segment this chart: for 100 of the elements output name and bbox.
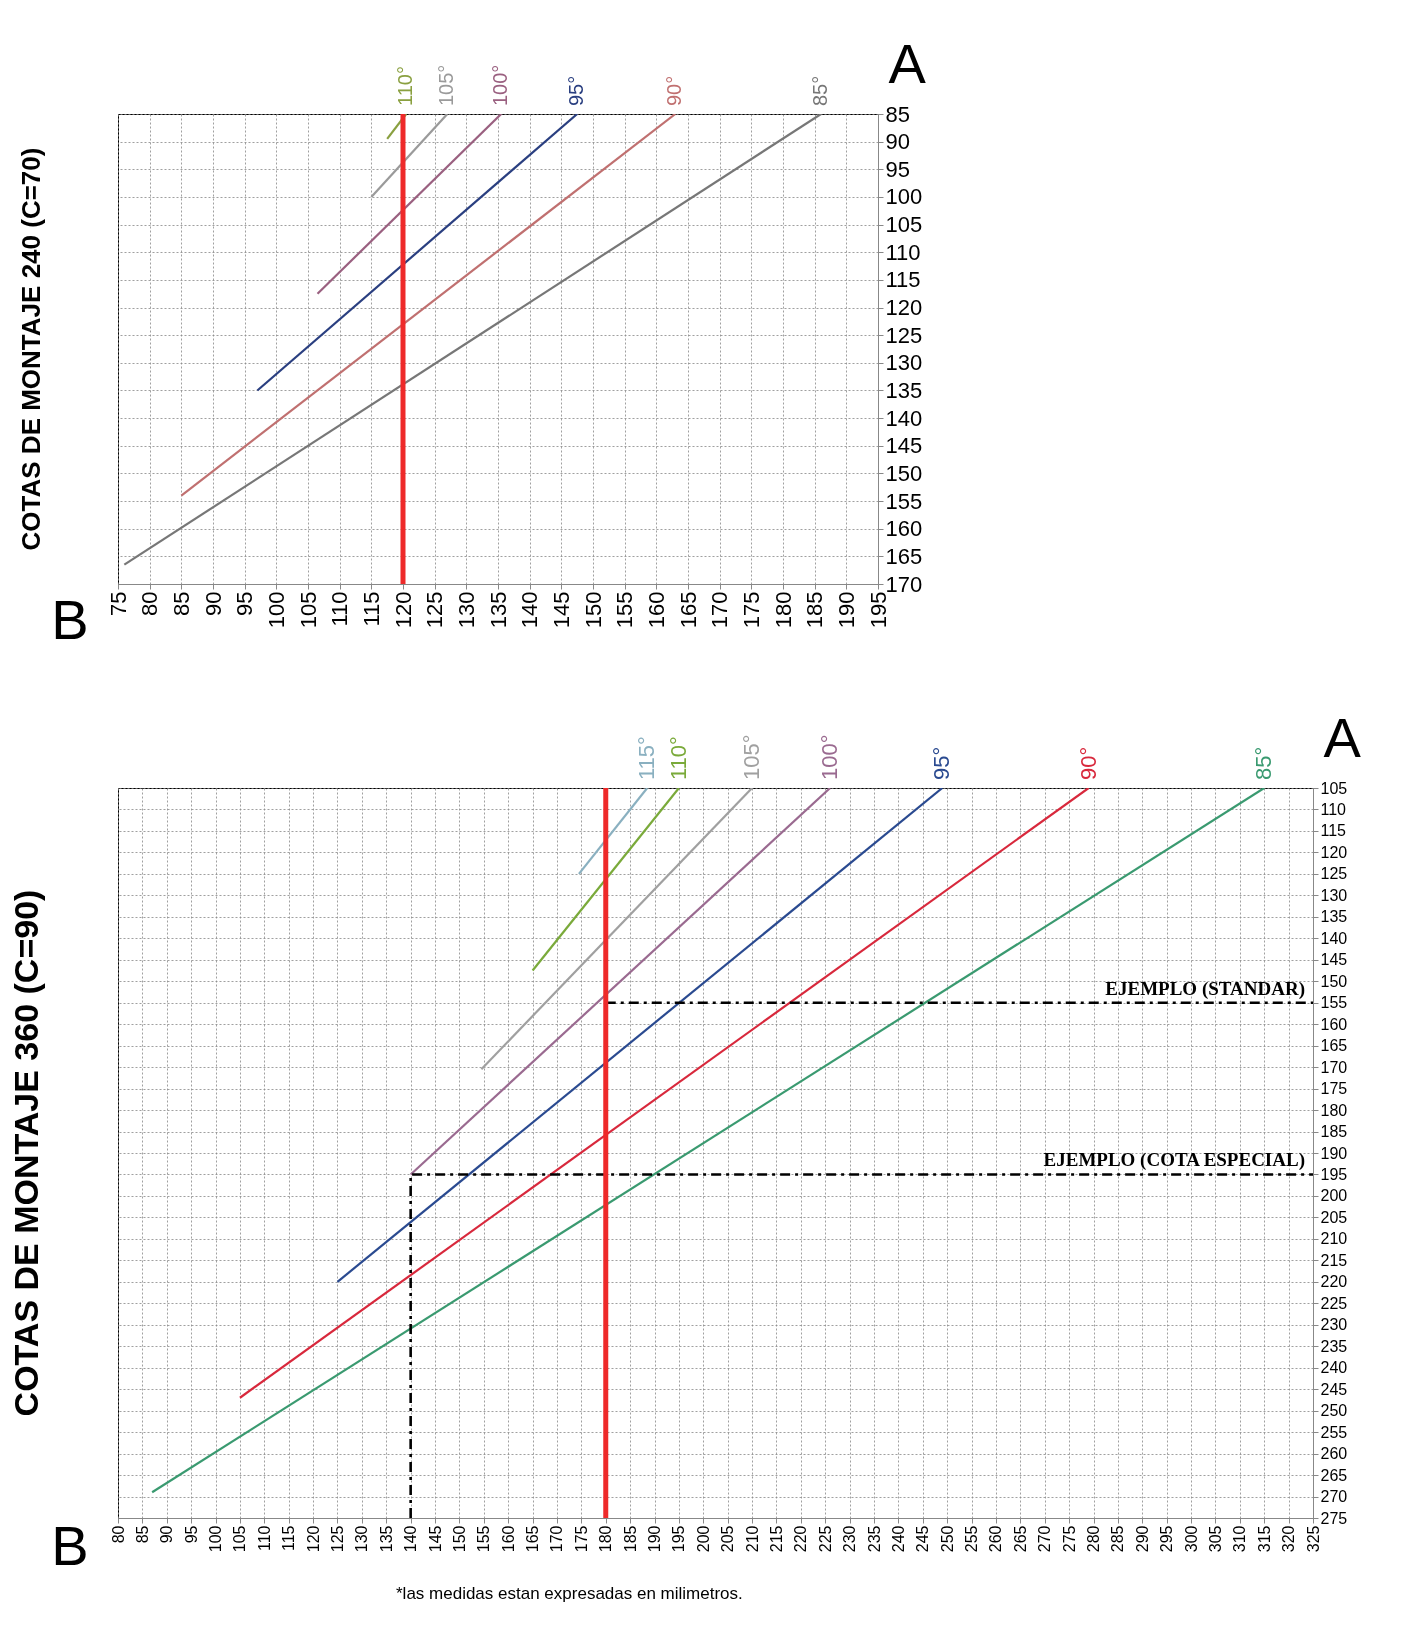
x-tick-label: 175: [572, 1525, 590, 1553]
y-tick-label: 235: [1320, 1337, 1348, 1355]
y-tick-label: 245: [1320, 1380, 1348, 1398]
x-tick-label: 105: [231, 1525, 249, 1553]
text: 110°: [665, 736, 691, 780]
y-tick-label: 270: [1320, 1488, 1348, 1506]
y-tick-label: 225: [1320, 1294, 1348, 1312]
x-tick-label: 205: [719, 1525, 737, 1553]
x-tick-label: 185: [802, 591, 828, 629]
x-axis-title: B: [51, 1513, 89, 1577]
y-tick-label: 120: [1320, 843, 1348, 861]
series-label: EJEMPLO (STANDAR): [1105, 977, 1305, 1000]
x-tick-label: 120: [390, 591, 416, 629]
x-tick-label: 125: [328, 1525, 346, 1553]
x-tick-label: 295: [1158, 1525, 1176, 1553]
x-tick-label: 175: [738, 591, 764, 629]
y-tick-label: 255: [1320, 1423, 1348, 1441]
text: 105°: [435, 64, 458, 106]
y-tick-label: 120: [885, 295, 923, 321]
x-tick-label: 225: [816, 1525, 834, 1553]
text: 90°: [663, 75, 686, 106]
x-tick-label: 105: [295, 591, 321, 629]
x-tick-label: 200: [694, 1525, 712, 1553]
y-tick-label: 170: [885, 571, 923, 597]
x-tick-label: 325: [1304, 1525, 1322, 1553]
y-tick-label: 170: [1320, 1058, 1348, 1076]
x-tick-label: 110: [327, 591, 353, 627]
y-tick-label: 260: [1320, 1445, 1348, 1463]
x-tick-label: 180: [770, 591, 796, 629]
y-tick-label: 125: [1320, 865, 1348, 883]
x-tick-label: 95: [232, 591, 258, 616]
x-tick-label: 160: [499, 1525, 517, 1553]
x-tick-label: 185: [621, 1525, 639, 1553]
text: COTAS DE MONTAJE 360 (C=90): [6, 889, 45, 1417]
y-tick-label: 240: [1320, 1359, 1348, 1377]
x-tick-label: 230: [841, 1525, 859, 1553]
x-tick-label: 260: [987, 1525, 1005, 1553]
text: 85°: [1251, 746, 1277, 780]
x-tick-label: 120: [304, 1525, 322, 1553]
y-tick-label: 130: [885, 350, 923, 376]
y-tick-label: 165: [885, 543, 923, 569]
text: 100°: [817, 734, 843, 780]
x-tick-label: 150: [450, 1525, 468, 1553]
x-tick-label: 265: [1011, 1525, 1029, 1553]
x-tick-label: 315: [1255, 1525, 1273, 1553]
y-tick-label: 180: [1320, 1101, 1348, 1119]
x-tick-label: 95: [182, 1525, 200, 1544]
y-tick-label: 150: [885, 460, 923, 486]
y-tick-label: 90: [885, 129, 910, 155]
y-tick-label: 145: [885, 433, 923, 459]
y-axis-title: A: [1323, 705, 1362, 769]
x-tick-label: 150: [580, 591, 606, 629]
text: 95°: [565, 75, 588, 106]
x-tick-label: 170: [548, 1525, 566, 1553]
x-tick-label: 215: [767, 1525, 785, 1553]
x-tick-label: 130: [353, 1525, 371, 1553]
y-tick-label: 145: [1320, 951, 1348, 969]
x-tick-label: 80: [137, 591, 163, 616]
y-tick-label: 195: [1320, 1165, 1348, 1183]
x-tick-label: 125: [422, 591, 448, 629]
x-tick-label: 305: [1206, 1525, 1224, 1553]
x-tick-label: 170: [707, 591, 733, 629]
y-tick-label: 95: [885, 156, 910, 182]
x-tick-label: 310: [1231, 1525, 1249, 1553]
x-tick-label: 100: [207, 1525, 225, 1553]
text: *las medidas estan expresadas en milimetros.: [396, 1584, 744, 1604]
x-tick-label: 190: [833, 591, 859, 629]
x-tick-label: 85: [133, 1525, 151, 1544]
x-tick-label: 320: [1280, 1525, 1298, 1553]
text: 110°: [394, 66, 417, 106]
x-tick-label: 130: [453, 591, 479, 629]
text: 100°: [489, 64, 512, 106]
y-tick-label: 125: [885, 322, 923, 348]
x-tick-label: 145: [426, 1525, 444, 1553]
y-tick-label: 210: [1320, 1230, 1348, 1248]
y-tick-label: 85: [885, 101, 910, 127]
x-tick-label: 165: [524, 1525, 542, 1553]
x-tick-label: 115: [280, 1525, 298, 1552]
x-tick-label: 110: [255, 1525, 273, 1552]
x-tick-label: 210: [743, 1525, 761, 1553]
x-tick-label: 90: [200, 591, 226, 616]
x-tick-label: 300: [1182, 1525, 1200, 1553]
x-tick-label: 235: [865, 1525, 883, 1553]
x-tick-label: 285: [1109, 1525, 1127, 1553]
x-tick-label: 270: [1036, 1525, 1054, 1553]
y-tick-label: 200: [1320, 1187, 1348, 1205]
x-tick-label: 135: [485, 591, 511, 629]
y-tick-label: 135: [1320, 908, 1348, 926]
y-tick-label: 165: [1320, 1037, 1348, 1055]
y-tick-label: 105: [1320, 779, 1348, 797]
text: 105°: [739, 734, 765, 780]
x-tick-label: 90: [158, 1525, 176, 1544]
x-tick-label: 155: [612, 591, 638, 629]
x-axis-title: B: [51, 587, 89, 651]
y-axis-title: A: [888, 31, 927, 95]
y-tick-label: 150: [1320, 972, 1348, 990]
y-tick-label: 110: [885, 239, 921, 265]
y-tick-label: 250: [1320, 1402, 1348, 1420]
x-tick-label: 275: [1060, 1525, 1078, 1553]
x-tick-label: 250: [938, 1525, 956, 1553]
